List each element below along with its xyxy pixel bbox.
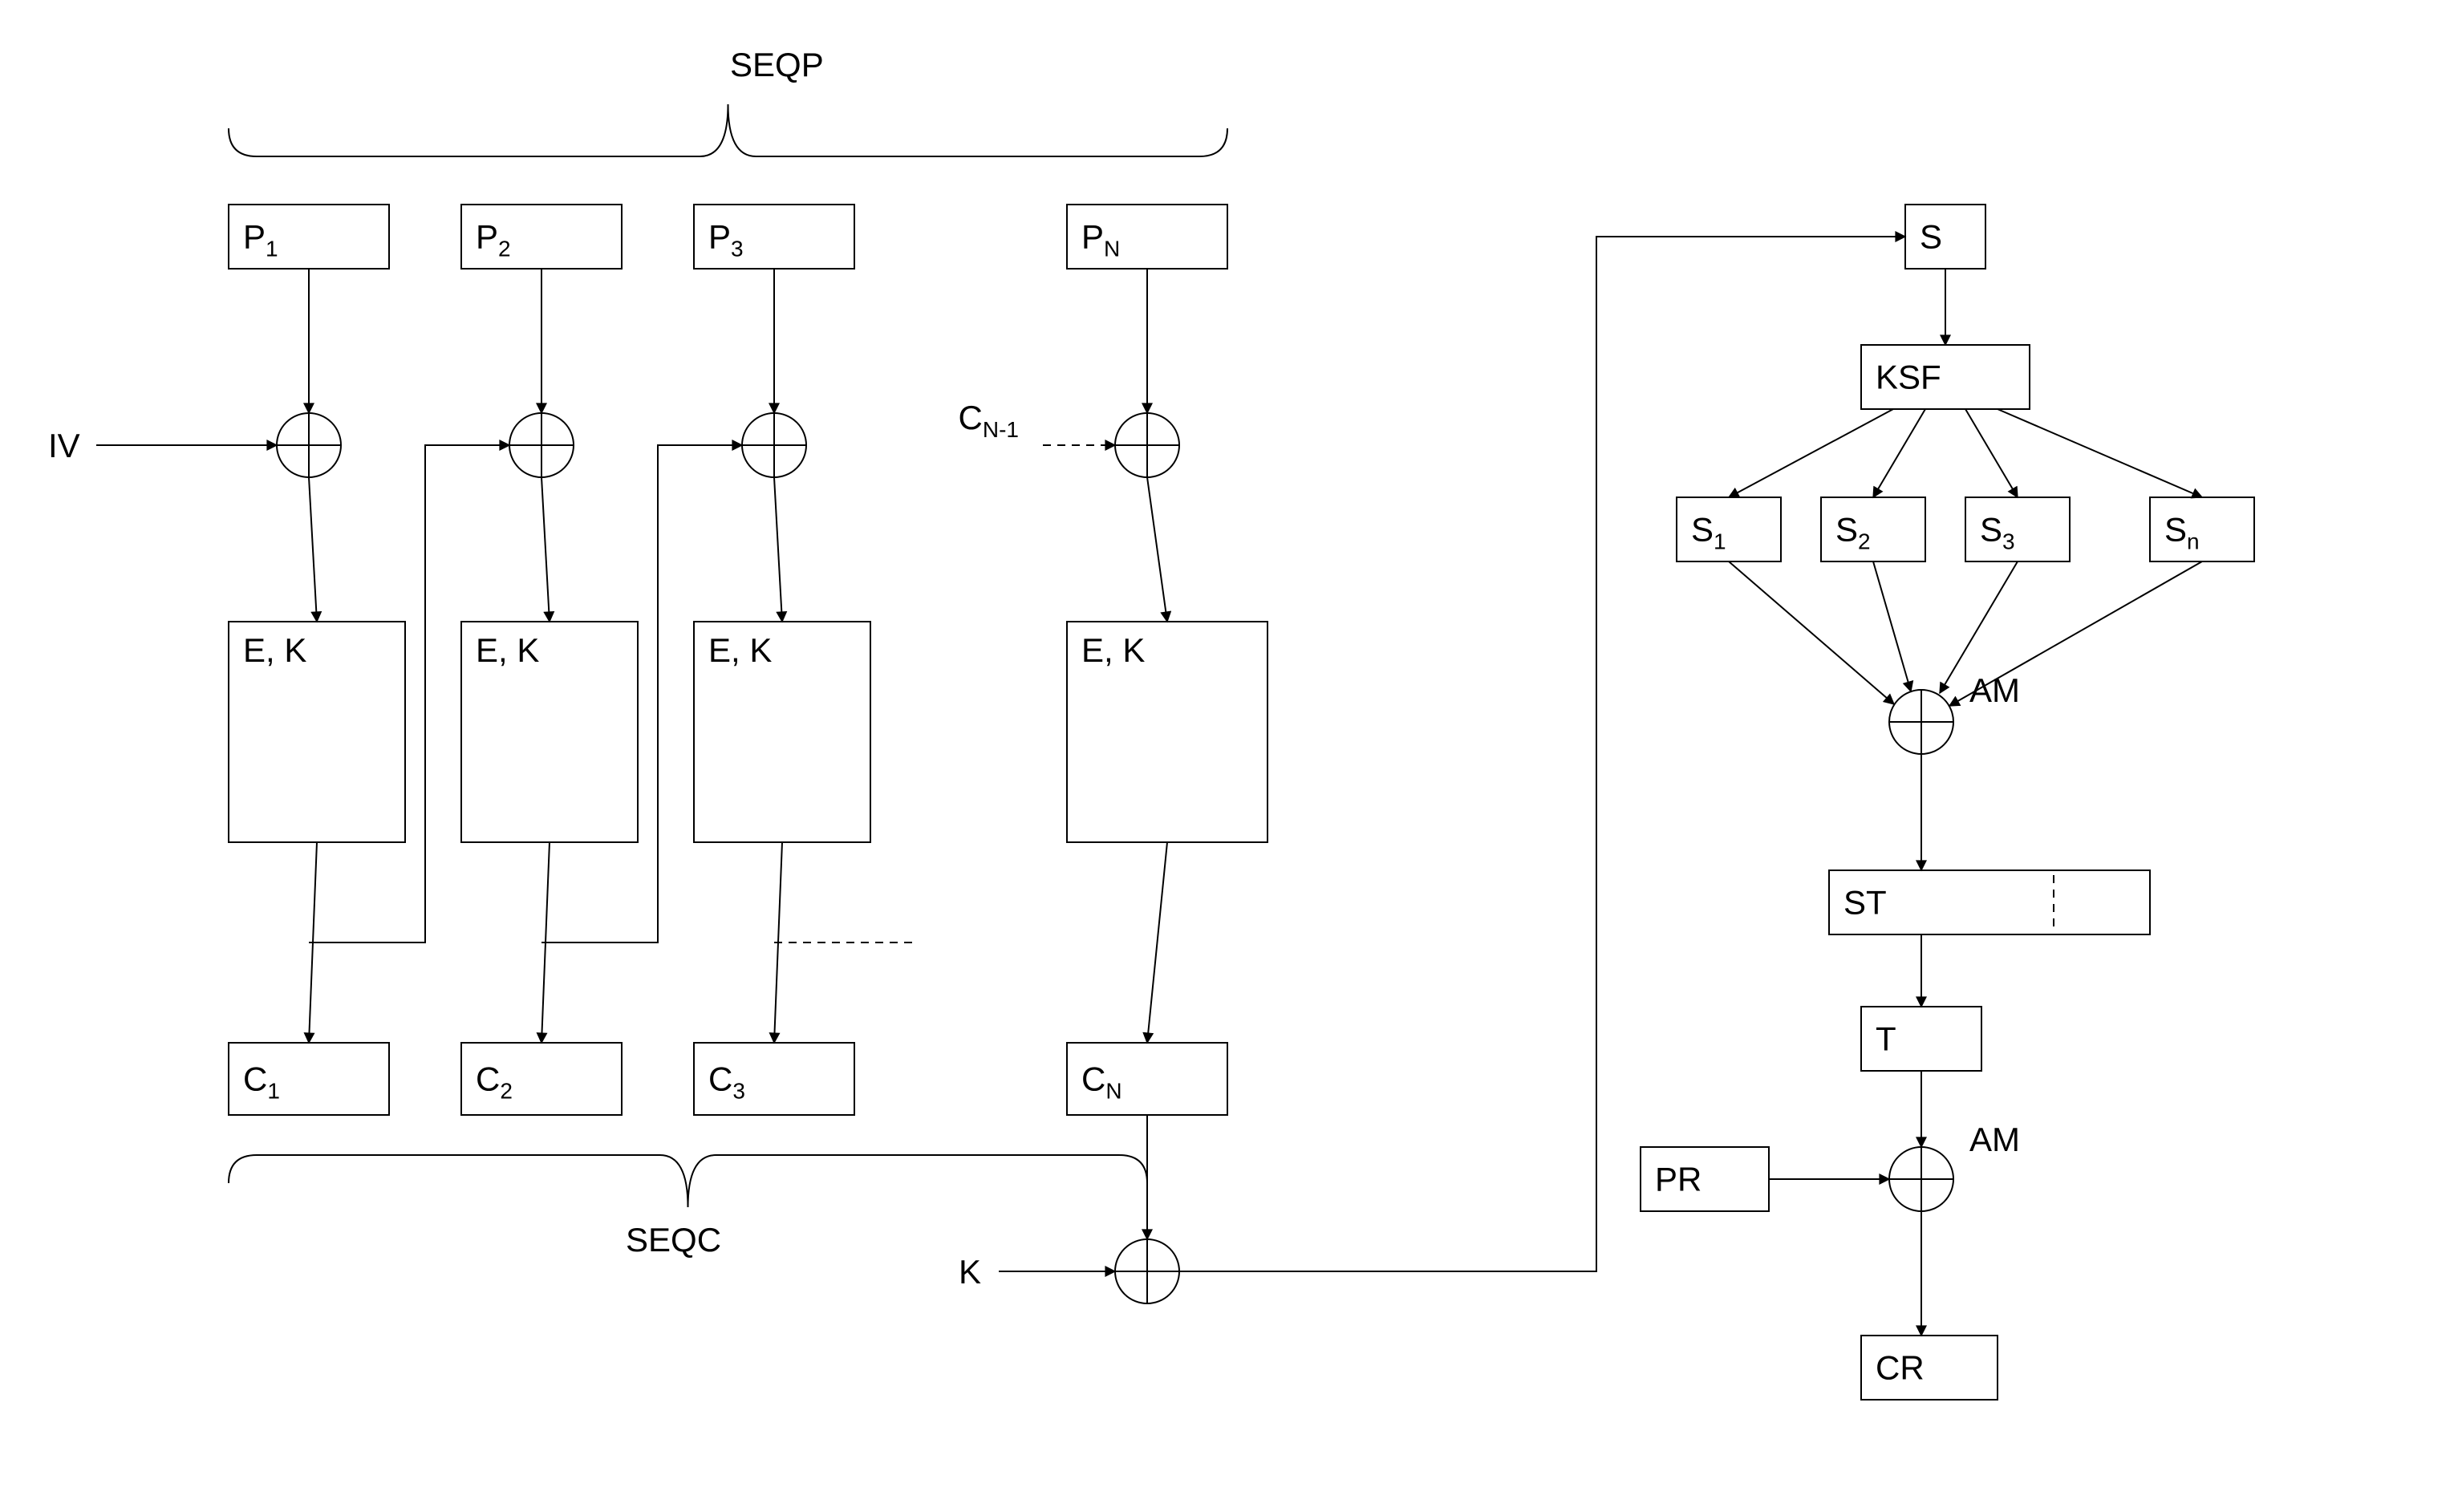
node-s2: S2: [1821, 497, 1925, 561]
xor-xam1: [1889, 690, 1953, 754]
edge: [1147, 842, 1167, 1043]
edge: [1729, 561, 1894, 704]
node-p3: P3: [694, 205, 854, 269]
node-pn: PN: [1067, 205, 1227, 269]
node-s3: S3: [1965, 497, 2070, 561]
label-am2: AM: [1969, 1121, 2020, 1158]
xor-xk: [1115, 1239, 1179, 1303]
xor-xn: [1115, 413, 1179, 477]
node-cr: CR: [1861, 1336, 1998, 1400]
node-cn: CN: [1067, 1043, 1227, 1115]
label-k: K: [959, 1253, 981, 1291]
edge: [541, 477, 550, 622]
label-am1: AM: [1969, 671, 2020, 709]
node-label-t: T: [1876, 1020, 1896, 1058]
edge: [1729, 409, 1893, 497]
edge: [774, 477, 782, 622]
label-cn1: CN-1: [959, 399, 1019, 442]
label-seqp: SEQP: [730, 46, 824, 83]
node-c2: C2: [461, 1043, 622, 1115]
brace: [229, 1155, 1147, 1207]
edge: [1965, 409, 2018, 497]
xor-x3: [742, 413, 806, 477]
node-label-ksf: KSF: [1876, 359, 1941, 396]
node-label-ekn: E, K: [1081, 631, 1145, 669]
node-label-cr: CR: [1876, 1349, 1925, 1387]
edge: [1873, 561, 1911, 691]
node-ek2: E, K: [461, 622, 638, 842]
node-s1: S1: [1677, 497, 1781, 561]
node-ksf: KSF: [1861, 345, 2030, 409]
node-st: ST: [1829, 870, 2150, 934]
edge: [1998, 409, 2202, 497]
brace: [229, 104, 1227, 156]
node-label-ek2: E, K: [476, 631, 539, 669]
node-c3: C3: [694, 1043, 854, 1115]
xor-xam2: [1889, 1147, 1953, 1211]
node-c1: C1: [229, 1043, 389, 1115]
node-label-ek3: E, K: [708, 631, 772, 669]
label-seqc: SEQC: [626, 1221, 721, 1259]
edge: [309, 477, 317, 622]
xor-x2: [509, 413, 574, 477]
node-p1: P1: [229, 205, 389, 269]
node-t: T: [1861, 1007, 1981, 1071]
xor-x1: [277, 413, 341, 477]
node-label-ek1: E, K: [243, 631, 306, 669]
node-ek3: E, K: [694, 622, 870, 842]
node-ek1: E, K: [229, 622, 405, 842]
node-ekn: E, K: [1067, 622, 1268, 842]
node-s: S: [1905, 205, 1985, 269]
node-sn: Sn: [2150, 497, 2254, 561]
edge: [1873, 409, 1925, 497]
node-p2: P2: [461, 205, 622, 269]
edge: [1147, 477, 1167, 622]
node-label-s: S: [1920, 218, 1942, 256]
node-label-st: ST: [1843, 884, 1887, 922]
node-pr: PR: [1641, 1147, 1769, 1211]
label-iv: IV: [48, 427, 80, 464]
node-label-pr: PR: [1655, 1161, 1701, 1198]
edge: [1179, 237, 1905, 1271]
